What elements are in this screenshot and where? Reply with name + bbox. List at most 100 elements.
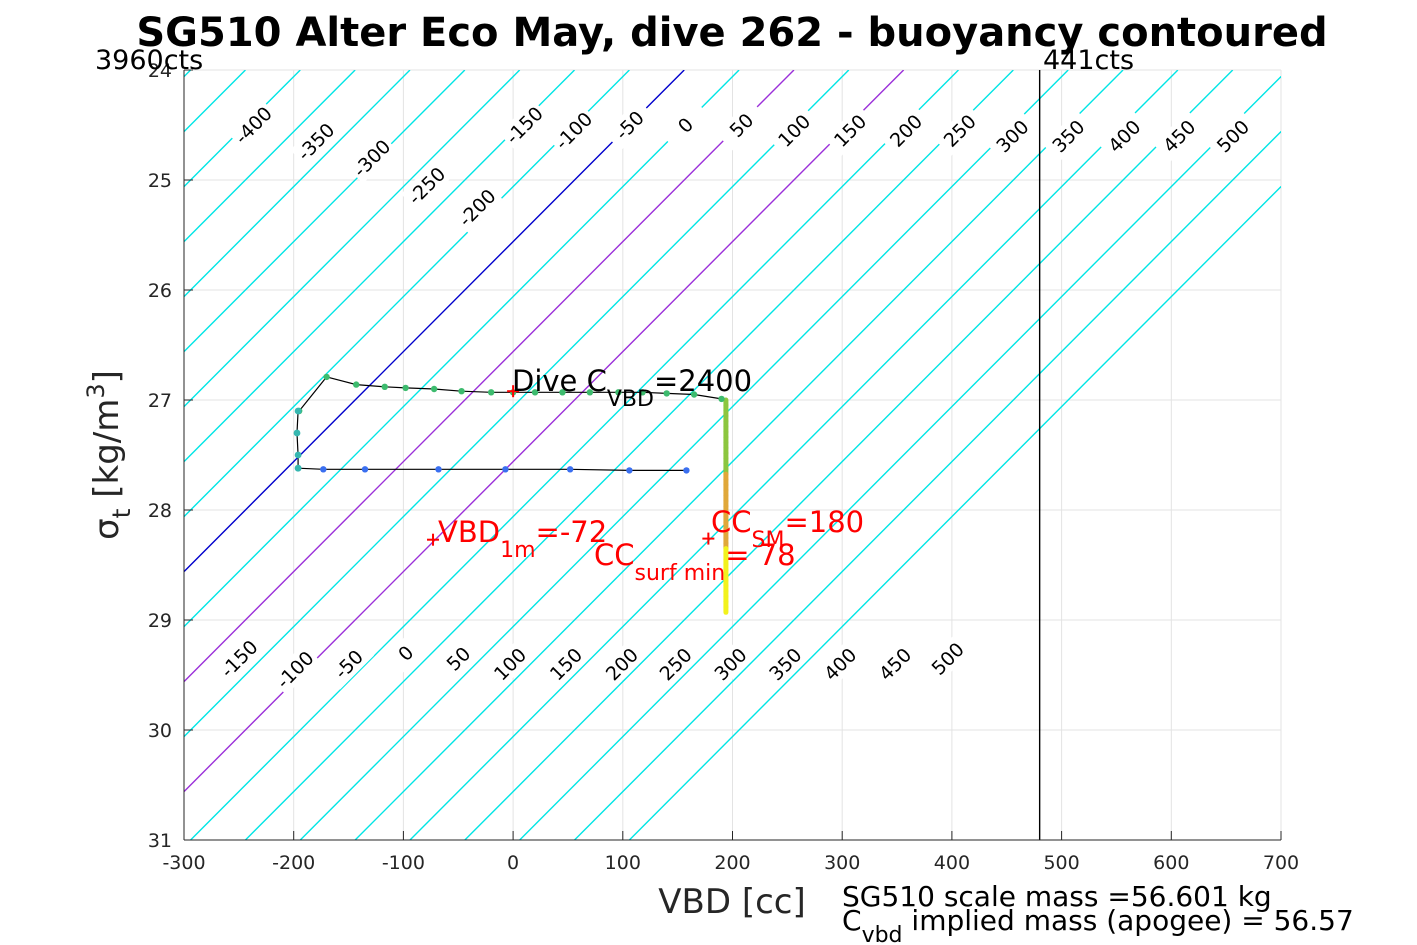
footer-cvbd-suffix: implied mass (apogee) = 56.57 (903, 904, 1354, 937)
buoyancy-contours (184, 70, 1281, 840)
x-axis-label: VBD [cc] (658, 882, 806, 922)
x-tick-label: 700 (1263, 852, 1299, 874)
contour-label-top-bg (603, 99, 655, 151)
cc-surf-min-suffix: = 78 (725, 538, 795, 572)
y-axis-label-unit: [kg/m (87, 399, 127, 509)
vbd-1m-suffix: =-72 (536, 515, 608, 549)
contour-label-top-bg (768, 105, 820, 156)
track-point-upper (663, 390, 670, 397)
contour-line (190, 70, 959, 840)
contour-line (299, 70, 1069, 840)
x-tick-label: 100 (605, 852, 641, 874)
y-axis-label-main: σ (87, 518, 127, 540)
contour-line (184, 70, 795, 683)
vbd-1m-prefix: VBD (438, 515, 500, 549)
track-point-upper (353, 381, 360, 388)
dive-cvbd-suffix: =2400 (654, 364, 752, 398)
track-point-connector (293, 429, 301, 437)
track-point-upper (323, 373, 330, 381)
contour-label-top-bg (934, 105, 986, 156)
cc-sm-prefix: CC (711, 505, 752, 539)
contour-label-bottom-bg (704, 638, 756, 690)
y-tick-label: 31 (148, 830, 172, 852)
contour-label-bottom-bg (213, 633, 265, 684)
contour-label-top-bg (986, 110, 1038, 162)
contour-line (464, 70, 1234, 840)
contour-label-bottom-bg (540, 638, 592, 690)
contour-label-bottom-bg (869, 638, 921, 690)
footer-scale-mass: SG510 scale mass =56.601 kg (842, 880, 1272, 913)
contour-label-bottom-bg (380, 627, 432, 679)
cc-sm-suffix: =180 (784, 505, 864, 539)
chart-title: SG510 Alter Eco May, dive 262 - buoyancy… (136, 10, 1327, 56)
x-tick-label: -300 (162, 852, 205, 874)
y-tick-label: 30 (148, 720, 172, 742)
contour-line (184, 70, 356, 243)
y-axis-label-sub: t (107, 508, 136, 518)
dive-cvbd-sub: VBD (607, 387, 654, 412)
contour-label-bottom-bg (432, 633, 484, 684)
contour-label-bottom-bg (922, 633, 973, 684)
track-point-upper (559, 389, 566, 396)
track-point-connector (294, 451, 302, 459)
contour-label-top-bg (547, 105, 599, 156)
corner-label-right: 441cts (1043, 45, 1134, 76)
contour-label-top-bg (659, 99, 711, 151)
dive-cvbd-annotation: Dive CVBD=2400 (512, 364, 752, 412)
track-point-connector (294, 464, 302, 472)
contour-label-top-bg (346, 132, 398, 184)
track-point-upper (615, 389, 622, 396)
dive-cvbd-prefix: Dive C (512, 364, 607, 398)
y-axis-label-close: ] (87, 370, 127, 383)
contour-label-bottom-bg (596, 638, 648, 690)
x-tick-label: 600 (1153, 852, 1189, 874)
x-tick-label: 400 (934, 852, 970, 874)
axes: -300 -200 -100 0 100 200 300 400 500 600 700 24 25 26… (148, 60, 1299, 874)
track-point-lower (626, 467, 633, 474)
y-tick-label: 29 (148, 610, 172, 632)
y-tick-label: 25 (148, 170, 172, 192)
track-point-lower (435, 466, 442, 473)
x-tick-label: 300 (824, 852, 860, 874)
vbd-1m-sub: 1m (500, 538, 535, 563)
contour-label-top-bg (1042, 110, 1094, 162)
contour-label-bottom-bg (323, 638, 374, 690)
track-point-lower (502, 466, 509, 473)
track-lower-leg (298, 467, 687, 471)
contour-line (409, 70, 1179, 840)
x-tick-label: -100 (382, 852, 425, 874)
contour-label-bottom-bg (814, 638, 866, 690)
contour-label-top-bg (498, 99, 550, 151)
contour-label-bottom-bg (759, 638, 811, 690)
track-point-upper (586, 389, 594, 396)
markers (427, 385, 715, 546)
contour-line (574, 130, 1281, 840)
y-axis-label: σt [kg/m3] (82, 370, 136, 540)
cc-surf-min-prefix: CC (594, 538, 635, 572)
y-tick-label: 24 (148, 60, 172, 82)
track-point-upper (690, 391, 698, 398)
contour-line (519, 75, 1281, 840)
contour-line (184, 70, 576, 463)
contour-label-top-bg (880, 105, 932, 156)
x-tick-label: 200 (714, 852, 750, 874)
cc-sm-sub: SM (752, 528, 785, 553)
cc-surf-min-sub: surf min (635, 561, 726, 586)
footer-cvbd-prefix: C (842, 904, 862, 937)
cc-surf-min-annotation: CCsurf min= 78 (594, 538, 796, 586)
contour-label-top-bg (227, 99, 279, 151)
track-point-upper (430, 385, 438, 393)
vbd-1m-annotation: VBD1m=-72 (438, 515, 607, 563)
track-point-upper (639, 389, 646, 396)
contour-label-bottom-bg (269, 644, 321, 695)
contour-line (184, 70, 905, 793)
track-point-lower (683, 467, 690, 474)
contour-label-top-bg (1207, 110, 1259, 162)
track-point-connector (294, 407, 302, 415)
contour-label-top-bg (1098, 110, 1150, 162)
contour-line (184, 70, 411, 298)
track-point-lower (320, 466, 327, 473)
x-tick-label: -200 (272, 852, 315, 874)
footer-cvbd-sub: vbd (862, 923, 903, 945)
